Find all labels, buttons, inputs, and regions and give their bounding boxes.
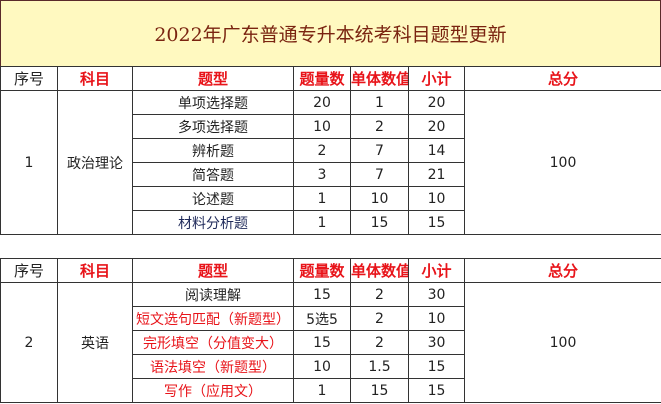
column-header: 单体数值 bbox=[350, 258, 409, 283]
header-row: 序号 科目 题型 题量数 单体数值 小计 总分 bbox=[0, 66, 661, 91]
unit-score-cell: 15 bbox=[350, 378, 409, 403]
count-cell: 15 bbox=[293, 330, 351, 355]
question-type-cell: 简答题 bbox=[132, 162, 294, 187]
count-cell: 5选5 bbox=[293, 306, 351, 331]
count-cell: 2 bbox=[293, 138, 351, 163]
table-row: 材料分析题 1 15 15 bbox=[1, 210, 661, 235]
total-score-cell: 100 bbox=[464, 90, 661, 235]
column-header: 题量数 bbox=[293, 66, 351, 91]
total-score-cell: 100 bbox=[464, 282, 661, 403]
column-header: 科目 bbox=[57, 258, 133, 283]
header-row: 序号 科目 题型 题量数 单体数值 小计 总分 bbox=[0, 258, 661, 283]
unit-score-cell: 2 bbox=[350, 114, 409, 139]
question-type-cell: 多项选择题 bbox=[132, 114, 294, 139]
unit-score-cell: 7 bbox=[350, 162, 409, 187]
table-row: 1 政治理论 单项选择题 20 1 20 100 bbox=[0, 90, 661, 235]
subtotal-cell: 10 bbox=[408, 306, 465, 331]
count-cell: 1 bbox=[293, 210, 351, 235]
subtotal-cell: 15 bbox=[408, 354, 465, 379]
subject-cell: 英语 bbox=[57, 282, 133, 403]
unit-score-cell: 2 bbox=[350, 282, 409, 307]
subtotal-cell: 21 bbox=[408, 162, 465, 187]
column-header: 题量数 bbox=[293, 258, 351, 283]
subtotal-cell: 15 bbox=[408, 378, 465, 403]
count-cell: 15 bbox=[293, 282, 351, 307]
column-header: 小计 bbox=[408, 66, 465, 91]
unit-score-cell: 1 bbox=[350, 90, 409, 115]
column-header: 科目 bbox=[57, 66, 133, 91]
count-cell: 10 bbox=[293, 354, 351, 379]
table-row: 写作（应用文） 1 15 15 bbox=[1, 378, 661, 403]
question-type-cell: 单项选择题 bbox=[132, 90, 294, 115]
page-title: 2022年广东普通专升本统考科目题型更新 bbox=[0, 0, 661, 66]
subject-cell: 政治理论 bbox=[57, 90, 133, 235]
question-type-cell: 论述题 bbox=[132, 186, 294, 211]
column-header: 小计 bbox=[408, 258, 465, 283]
question-type-cell: 短文选句匹配（新题型） bbox=[132, 306, 294, 331]
subtotal-cell: 20 bbox=[408, 90, 465, 115]
count-cell: 10 bbox=[293, 114, 351, 139]
question-type-cell: 语法填空（新题型） bbox=[132, 354, 294, 379]
unit-score-cell: 2 bbox=[350, 306, 409, 331]
table-row: 多项选择题 10 2 20 bbox=[1, 114, 661, 139]
column-header: 总分 bbox=[464, 66, 661, 91]
subtotal-cell: 30 bbox=[408, 282, 465, 307]
table-row: 短文选句匹配（新题型） 5选5 2 10 bbox=[1, 306, 661, 331]
subtotal-cell: 30 bbox=[408, 330, 465, 355]
subtotal-cell: 20 bbox=[408, 114, 465, 139]
unit-score-cell: 15 bbox=[350, 210, 409, 235]
column-header: 单体数值 bbox=[350, 66, 409, 91]
subtotal-cell: 15 bbox=[408, 210, 465, 235]
unit-score-cell: 2 bbox=[350, 330, 409, 355]
score-table-2: 序号 科目 题型 题量数 单体数值 小计 总分 2 英语 阅读理解 15 2 30 100 短文选句匹配（新… bbox=[0, 258, 661, 403]
count-cell: 1 bbox=[293, 378, 351, 403]
unit-score-cell: 1.5 bbox=[350, 354, 409, 379]
subtotal-cell: 14 bbox=[408, 138, 465, 163]
column-header: 序号 bbox=[0, 66, 58, 91]
table-row: 完形填空（分值变大） 15 2 30 bbox=[1, 330, 661, 355]
question-type-cell: 材料分析题 bbox=[132, 210, 294, 235]
count-cell: 1 bbox=[293, 186, 351, 211]
question-type-cell: 阅读理解 bbox=[132, 282, 294, 307]
column-header: 序号 bbox=[0, 258, 58, 283]
unit-score-cell: 7 bbox=[350, 138, 409, 163]
table-row: 2 英语 阅读理解 15 2 30 100 bbox=[0, 282, 661, 403]
table-row: 语法填空（新题型） 10 1.5 15 bbox=[1, 354, 661, 379]
index-cell: 2 bbox=[0, 282, 58, 403]
question-type-cell: 写作（应用文） bbox=[132, 378, 294, 403]
count-cell: 20 bbox=[293, 90, 351, 115]
index-cell: 1 bbox=[0, 90, 58, 235]
count-cell: 3 bbox=[293, 162, 351, 187]
unit-score-cell: 10 bbox=[350, 186, 409, 211]
column-header: 题型 bbox=[132, 66, 294, 91]
question-type-cell: 辨析题 bbox=[132, 138, 294, 163]
score-table-1: 序号 科目 题型 题量数 单体数值 小计 总分 1 政治理论 单项选择题 20 1 20 100 多项选择题… bbox=[0, 66, 661, 235]
column-header: 题型 bbox=[132, 258, 294, 283]
column-header: 总分 bbox=[464, 258, 661, 283]
subtotal-cell: 10 bbox=[408, 186, 465, 211]
question-type-cell: 完形填空（分值变大） bbox=[132, 330, 294, 355]
